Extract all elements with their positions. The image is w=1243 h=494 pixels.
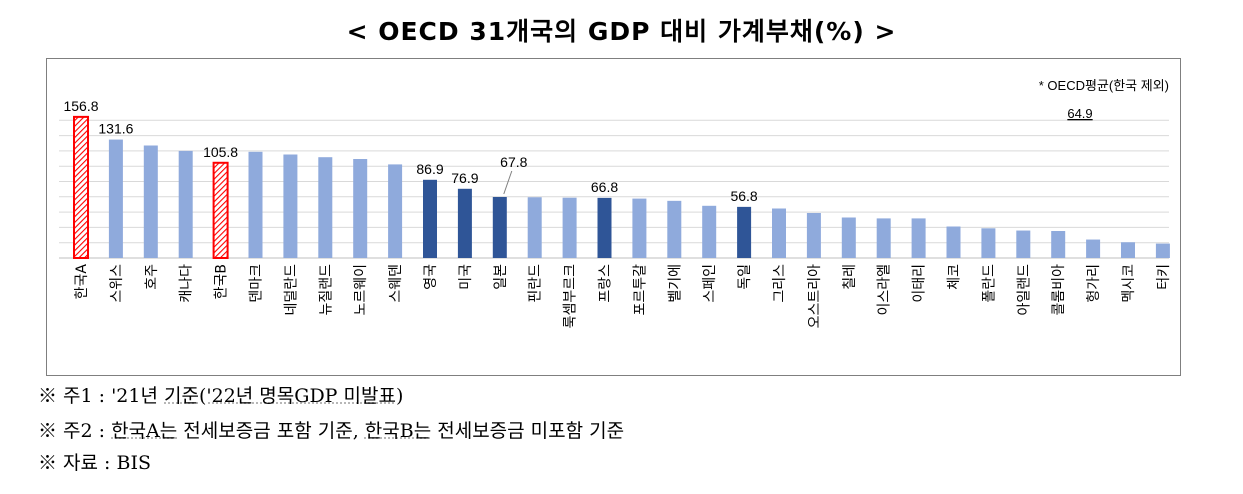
data-label: 86.9 [416,161,443,177]
category-label: 영국 [423,264,439,290]
bar-룩셈부르크 [562,197,577,258]
category-label: 포르투갈 [632,264,648,316]
data-label: 76.9 [451,170,478,186]
category-label: 체코 [947,264,963,290]
category-label: 이태리 [912,264,928,303]
oecd-average-value: 64.9 [1067,106,1092,121]
category-label: 멕시코 [1121,264,1137,303]
category-label: 칠레 [842,264,858,290]
bar-덴마크 [248,151,263,258]
category-label: 그리스 [772,264,788,303]
bar-헝가리 [1086,239,1101,258]
bar-스페인 [702,205,717,258]
data-label: 131.6 [98,121,133,137]
category-label: 노르웨이 [353,264,369,316]
data-label: 105.8 [203,144,238,160]
footnote-2-korea-a: 한국A는 [111,420,178,442]
bar-오스트리아 [806,213,821,258]
chart-title: < OECD 31개국의 GDP 대비 가계부채(%) > [346,17,897,46]
footnote-1-prefix: ※ 주1 : '21년 [38,385,165,407]
bar-터키 [1155,243,1170,258]
bar-한국B [212,161,229,259]
category-label: 독일 [737,264,753,290]
oecd-average-label: * OECD평균(한국 제외) [1039,78,1169,93]
bar-일본 [492,196,507,258]
data-label: 56.8 [730,188,757,204]
footnote-2-mid: 전세보증금 포함 기준, [177,420,365,442]
footnote-1: ※ 주1 : '21년 기준('22년 명목GDP 미발표) [38,381,403,408]
bar-호주 [143,145,158,258]
bar-체코 [946,226,961,258]
bar-폴란드 [981,228,996,258]
bar-독일 [737,206,752,258]
category-label: 폴란드 [981,264,997,303]
data-label: 66.8 [591,179,618,195]
bar-스위스 [108,139,123,258]
data-label: 156.8 [63,98,98,114]
category-label: 벨기에 [667,264,683,303]
bar-프랑스 [597,197,612,258]
category-label: 호주 [144,264,160,290]
chart-frame [46,58,1181,376]
category-label: 오스트리아 [807,264,823,329]
category-label: 일본 [493,264,509,290]
category-label: 캐나다 [179,264,195,303]
data-label: 67.8 [500,154,527,170]
category-label: 핀란드 [528,264,544,303]
footnote-2: ※ 주2 : 한국A는 전세보증금 포함 기준, 한국B는 전세보증금 미포함 … [38,416,624,443]
category-label: 룩셈부르크 [563,264,579,329]
bar-핀란드 [527,197,542,258]
category-label: 스웨덴 [388,264,404,303]
data-label-leader-line [503,170,513,195]
bar-캐나다 [178,150,193,258]
category-label: 이스라엘 [877,264,893,316]
category-label: 아일랜드 [1016,264,1032,316]
category-label: 한국B [214,264,230,299]
bar-포르투갈 [632,198,647,258]
bar-아일랜드 [1016,230,1031,258]
footnote-2-prefix: ※ 주2 : [38,420,112,442]
category-label: 스위스 [109,264,125,303]
bar-미국 [457,188,472,258]
category-label: 덴마크 [249,264,265,303]
category-label: 헝가리 [1086,264,1102,303]
bar-콜롬비아 [1051,231,1066,258]
footnote-source: ※ 자료 : BIS [38,452,151,474]
bar-네덜란드 [283,154,298,258]
bar-이태리 [911,218,926,258]
category-label: 미국 [458,264,474,290]
category-label: 터키 [1156,264,1172,290]
bar-노르웨이 [353,159,368,258]
category-label: 뉴질랜드 [318,264,334,316]
category-label: 한국A [74,264,90,300]
bar-스웨덴 [388,164,403,258]
category-label: 콜롬비아 [1051,264,1067,316]
category-label: 스페인 [702,264,718,303]
bar-뉴질랜드 [318,157,333,258]
bar-칠레 [841,217,856,258]
footnote-2-korea-b: 한국B는 [364,420,432,442]
footnote-2-end: 전세보증금 미포함 기준 [431,420,625,442]
bar-이스라엘 [876,218,891,258]
bar-멕시코 [1121,242,1135,258]
footnote-1-detail: 기준('22년 명목GDP 미발표) [164,385,404,407]
bar-영국 [423,179,437,258]
bar-한국A [73,115,89,259]
bar-벨기에 [667,200,682,258]
category-label: 프랑스 [598,264,614,303]
category-label: 네덜란드 [283,264,299,316]
bar-그리스 [772,208,786,258]
